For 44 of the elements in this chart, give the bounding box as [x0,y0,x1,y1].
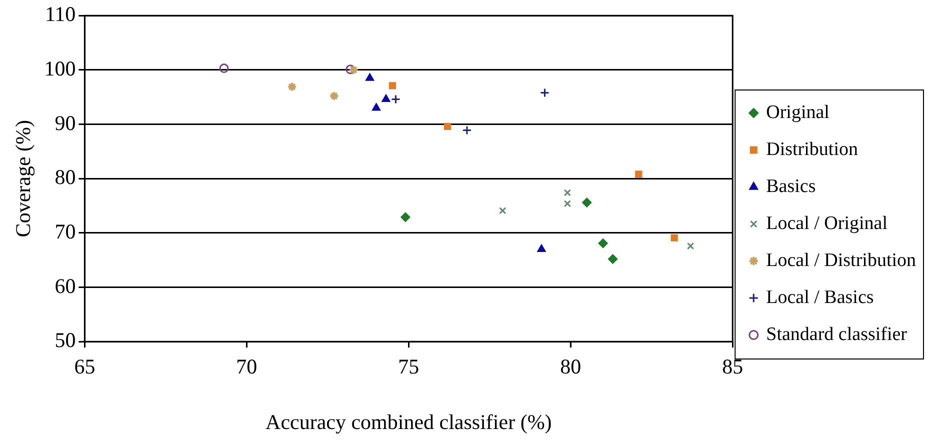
point [499,207,506,214]
point [390,94,400,104]
legend-label: Original [766,102,830,123]
point [400,212,410,222]
y-tick-label: 90 [54,110,76,135]
point [348,64,359,75]
point [635,170,642,178]
legend-label: Basics [766,176,816,197]
legend-label: Local / Basics [766,286,874,308]
point [462,125,472,135]
point [219,64,229,74]
point [372,103,380,111]
point [582,198,592,208]
x-tick-label: 80 [560,354,582,379]
point [670,234,678,242]
point [388,82,396,90]
x-axis-title: Accuracy combined classifier (%) [266,410,552,434]
legend-label: Local / Original [766,212,888,234]
y-tick-label: 60 [54,274,76,298]
point [329,91,340,102]
point [564,200,571,208]
point [382,94,390,102]
y-tick-label: 70 [54,219,76,244]
point [564,189,571,196]
y-tick-label: 50 [54,328,76,352]
y-tick-label: 110 [44,2,76,26]
point [540,88,550,98]
point [287,82,298,92]
point [537,244,546,252]
legend-label: Local / Distribution [766,250,916,271]
point [686,242,694,250]
point [598,238,608,248]
x-tick-label: 75 [398,354,420,379]
point [366,73,374,81]
y-axis-title: Coverage (%) [11,120,36,238]
x-tick-label: 70 [236,354,258,379]
point [608,254,618,264]
y-tick-label: 100 [44,56,76,80]
legend-label: Standard classifier [766,324,908,345]
legend-label: Distribution [766,138,858,160]
x-tick-label: 65 [74,354,96,379]
point [444,122,452,130]
x-tick-label: 85 [722,354,744,379]
y-tick-label: 80 [54,165,76,190]
